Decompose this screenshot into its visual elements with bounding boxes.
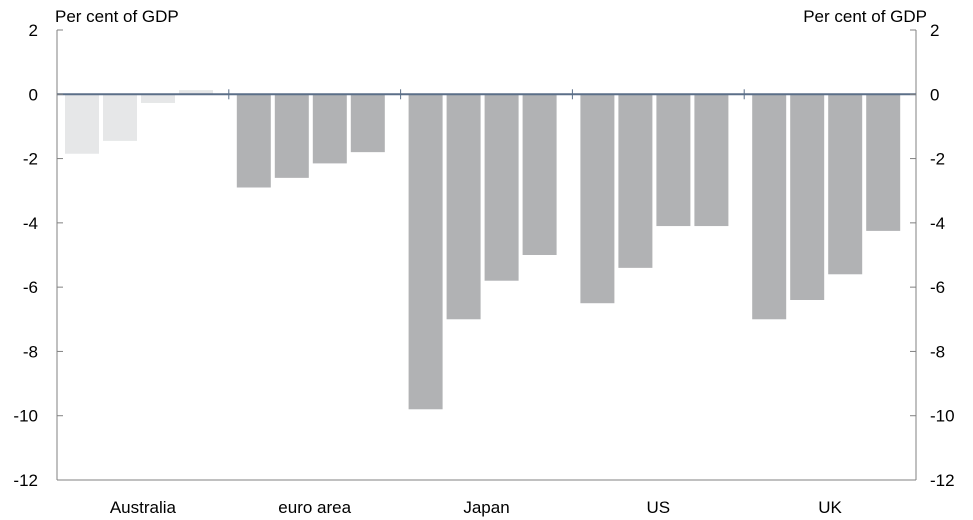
bar — [350, 94, 385, 153]
bar — [866, 94, 901, 231]
bar — [694, 94, 729, 227]
y-tick-label-left: -4 — [23, 214, 38, 233]
bar — [484, 94, 519, 281]
bar — [522, 94, 557, 256]
chart-frame — [56, 30, 917, 481]
left-unit-label: Per cent of GDP — [55, 7, 179, 26]
y-tick-label-left: -2 — [23, 150, 38, 169]
bar — [179, 90, 213, 95]
y-tick-label-right: 0 — [930, 85, 939, 104]
bar — [580, 94, 615, 304]
bar — [752, 94, 787, 320]
y-tick-label-left: 2 — [29, 21, 38, 40]
bar — [790, 94, 825, 301]
category-label: US — [646, 498, 670, 517]
bar — [236, 94, 271, 188]
bar — [141, 94, 175, 103]
category-label: Japan — [463, 498, 509, 517]
tick-marks — [57, 29, 916, 481]
y-tick-label-right: -2 — [930, 150, 945, 169]
bar — [408, 94, 443, 410]
labels: 2 2 0 0 -2 -2 -4 -4 -6 -6 -8 -8 -10 -10 -12 -12 Australi… — [13, 21, 954, 517]
bar — [828, 94, 863, 275]
bar — [656, 94, 691, 227]
bar — [312, 94, 347, 164]
bar — [103, 94, 137, 141]
bar — [274, 94, 309, 178]
y-tick-label-right: 2 — [930, 21, 939, 40]
bar — [446, 94, 481, 320]
bars — [65, 90, 901, 410]
y-tick-label-right: -6 — [930, 278, 945, 297]
y-tick-label-left: -10 — [13, 407, 38, 426]
y-tick-label-left: -8 — [23, 342, 38, 361]
bar — [65, 94, 99, 154]
y-tick-label-left: -6 — [23, 278, 38, 297]
category-label: euro area — [278, 498, 351, 517]
y-tick-label-right: -10 — [930, 407, 955, 426]
y-tick-label-right: -12 — [930, 471, 955, 490]
y-tick-label-left: -12 — [13, 471, 38, 490]
y-tick-label-right: -8 — [930, 342, 945, 361]
y-tick-label-right: -4 — [930, 214, 945, 233]
y-tick-label-left: 0 — [29, 85, 38, 104]
category-label: Australia — [110, 498, 177, 517]
bar — [618, 94, 653, 268]
right-unit-label: Per cent of GDP — [803, 7, 927, 26]
category-label: UK — [818, 498, 842, 517]
